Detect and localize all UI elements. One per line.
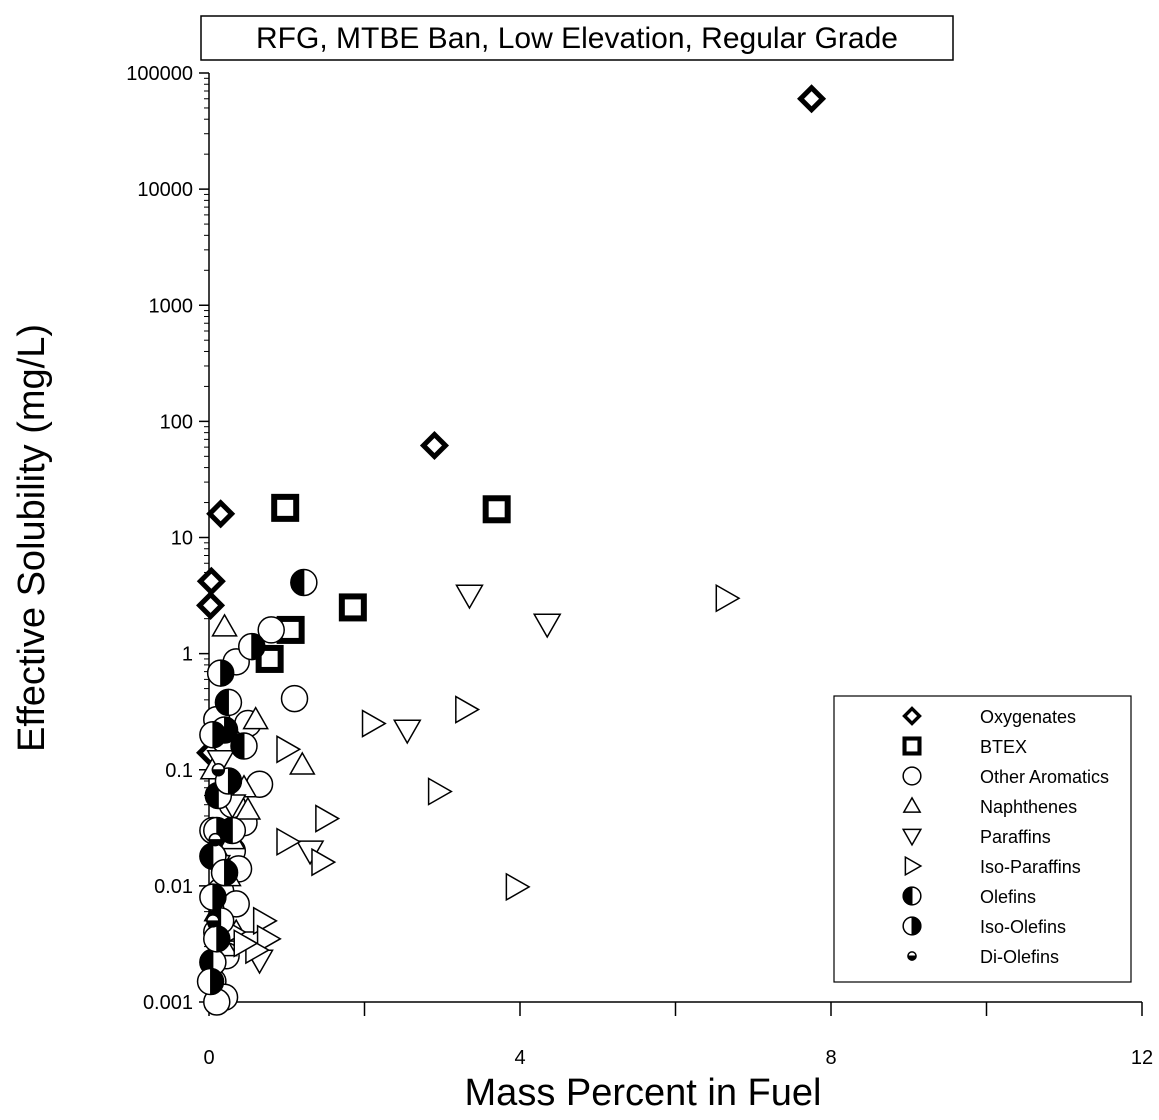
data-point-oxygenates: [797, 84, 827, 114]
y-tick-label: 100000: [126, 63, 193, 85]
legend-marker: [901, 828, 923, 847]
y-axis-title: Effective Solubility (mg/L): [11, 324, 53, 752]
y-tick-label: 10: [171, 528, 193, 550]
legend-label: BTEX: [980, 737, 1027, 757]
data-point-iso-paraffins: [361, 709, 387, 738]
data-point-iso-paraffins: [233, 929, 259, 958]
data-point-di-olefins: [206, 914, 220, 928]
data-point-iso-olefins: [196, 967, 225, 996]
data-point-paraffins: [392, 719, 422, 745]
data-point-iso-paraffins: [505, 872, 531, 902]
data-point-btex: [338, 593, 367, 622]
data-point-btex: [271, 493, 300, 522]
data-point-naphthenes: [234, 796, 262, 820]
legend-marker: [902, 886, 922, 906]
data-point-iso-olefins: [238, 632, 266, 661]
y-tick-label: 0.001: [143, 992, 193, 1014]
x-tick-label: 4: [514, 1047, 525, 1069]
data-point-olefins: [290, 568, 318, 597]
legend-label: Di-Olefins: [980, 947, 1059, 967]
legend-label: Oxygenates: [980, 707, 1076, 727]
x-axis-title: Mass Percent in Fuel: [465, 1072, 822, 1114]
chart-title: RFG, MTBE Ban, Low Elevation, Regular Gr…: [200, 15, 954, 61]
legend-marker: [902, 796, 922, 813]
y-tick-label: 1000: [149, 295, 194, 317]
data-point-iso-olefins: [199, 883, 227, 911]
title-text: RFG, MTBE Ban, Low Elevation, Regular Gr…: [256, 22, 898, 55]
legend-marker: [902, 766, 922, 786]
data-point-iso-paraffins: [311, 847, 337, 877]
data-point-iso-olefins: [206, 659, 235, 687]
x-axis-ticks: 0 4 8 12: [203, 1002, 1153, 1069]
legend-marker: [902, 736, 922, 756]
data-point-btex: [255, 644, 284, 673]
y-tick-label: 1: [182, 644, 193, 666]
y-tick-label: 0.1: [165, 760, 193, 782]
legend-label: Other Aromatics: [980, 767, 1109, 787]
legend-label: Iso-Olefins: [980, 917, 1066, 937]
data-point-paraffins: [532, 613, 562, 639]
data-point-iso-olefins: [203, 925, 231, 953]
data-point-iso-paraffins: [427, 777, 453, 806]
data-point-iso-olefins: [214, 767, 243, 795]
legend-marker: [904, 855, 923, 877]
data-point-iso-paraffins: [455, 695, 481, 724]
data-point-oxygenates: [196, 590, 226, 620]
data-point-oxygenates: [206, 499, 236, 529]
legend-marker: [902, 916, 922, 936]
x-tick-label: 12: [1131, 1047, 1153, 1069]
y-tick-label: 10000: [137, 179, 193, 201]
data-point-iso-paraffins: [276, 827, 302, 857]
x-tick-label: 8: [825, 1047, 836, 1069]
data-point-oxygenates: [196, 566, 226, 596]
legend-box: [833, 695, 1132, 983]
legend-marker: [907, 951, 917, 961]
x-tick-label: 0: [203, 1047, 214, 1069]
title-box: [200, 15, 954, 61]
data-point-di-olefins: [211, 763, 226, 777]
legend-label: Iso-Paraffins: [980, 857, 1081, 877]
legend-marker: [902, 706, 922, 726]
data-point-naphthenes: [289, 751, 316, 775]
legend: Oxygenates BTEX Other Aromatics Naphthenes P…: [833, 695, 1132, 983]
data-point-other-aromatics: [257, 616, 285, 644]
data-point-iso-olefins: [199, 721, 227, 749]
legend-label: Naphthenes: [980, 797, 1077, 817]
data-point-iso-paraffins: [256, 924, 282, 954]
data-point-btex: [482, 495, 511, 524]
y-axis-ticks: 0.001 0.01 0.1 1 10 100 1000 10000 100000: [126, 63, 209, 1014]
data-point-di-olefins: [208, 832, 222, 847]
data-point-olefins: [214, 688, 243, 717]
data-point-paraffins: [206, 750, 235, 776]
legend-label: Paraffins: [980, 827, 1051, 847]
data-point-iso-paraffins: [715, 583, 741, 613]
data-point-naphthenes: [242, 706, 269, 730]
data-point-naphthenes: [211, 613, 238, 637]
data-point-iso-paraffins: [315, 804, 341, 833]
data-point-iso-olefins: [210, 858, 239, 887]
data-points: [196, 84, 827, 1016]
y-tick-label: 0.01: [154, 876, 193, 898]
data-point-other-aromatics: [280, 684, 309, 713]
data-point-oxygenates: [419, 430, 450, 461]
legend-label: Olefins: [980, 887, 1036, 907]
data-point-iso-paraffins: [276, 735, 302, 764]
data-point-paraffins: [455, 584, 484, 610]
y-tick-label: 100: [160, 411, 193, 433]
